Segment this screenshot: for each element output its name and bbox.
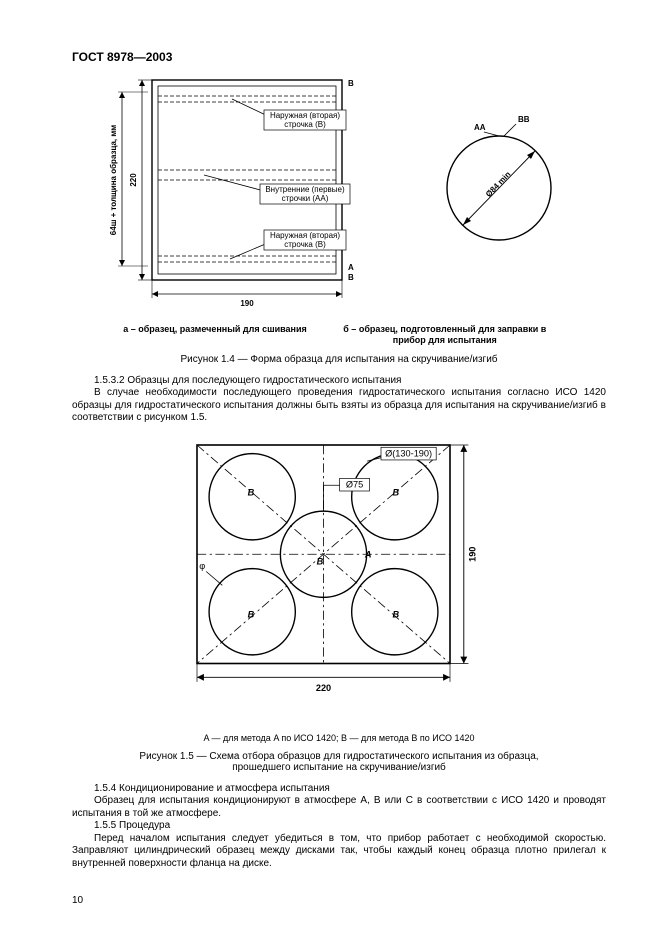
svg-text:A: A: [348, 263, 354, 272]
figure-1-5-svg: B B B B B A Ø75 Ø(130-190): [169, 433, 509, 723]
svg-text:BB: BB: [518, 115, 530, 124]
para-1-5-3-2-text: В случае необходимости последующего пров…: [72, 387, 606, 425]
figure-1-5: B B B B B A Ø75 Ø(130-190): [72, 433, 606, 773]
para-1-5-4-num: 1.5.4 Кондиционирование и атмосфера испы…: [72, 783, 606, 796]
svg-text:B: B: [348, 273, 354, 282]
figure-1-5-legend: A — для метода A по ИСО 1420; B — для ме…: [72, 733, 606, 743]
svg-text:B: B: [248, 609, 255, 619]
svg-text:Ø75: Ø75: [346, 479, 363, 489]
figure-1-5-title-1: Рисунок 1.5 — Схема отбора образцов для …: [72, 751, 606, 762]
para-1-5-3-2: 1.5.3.2 Образцы для последующего гидрост…: [72, 375, 606, 425]
svg-text:Ø84 min: Ø84 min: [484, 170, 512, 199]
svg-text:Внутренние (первые): Внутренние (первые): [265, 185, 345, 194]
svg-text:220: 220: [316, 683, 331, 693]
svg-text:Наружная (вторая): Наружная (вторая): [270, 231, 340, 240]
svg-text:строчки (AA): строчки (AA): [282, 194, 329, 203]
svg-text:Ø(130-190): Ø(130-190): [385, 448, 432, 458]
svg-text:B: B: [348, 79, 354, 88]
figure-1-4: Наружная (вторая) строчка (B) Внутренние…: [72, 78, 606, 365]
svg-text:B: B: [393, 609, 400, 619]
svg-text:190: 190: [240, 299, 254, 308]
caption-b: б – образец, подготовленный для заправки…: [335, 324, 555, 346]
caption-a: а – образец, размеченный для сшивания: [123, 324, 307, 346]
svg-text:Наружная (вторая): Наружная (вторая): [270, 111, 340, 120]
svg-text:190: 190: [467, 546, 477, 561]
page: ГОСТ 8978—2003: [0, 0, 661, 936]
svg-text:220: 220: [129, 173, 138, 187]
svg-text:B: B: [248, 487, 255, 497]
para-1-5-4-text: Образец для испытания кондиционируют в а…: [72, 795, 606, 820]
para-1-5-4: 1.5.4 Кондиционирование и атмосфера испы…: [72, 783, 606, 821]
para-1-5-5: 1.5.5 Процедура Перед началом испытания …: [72, 820, 606, 870]
svg-text:B: B: [393, 487, 400, 497]
para-1-5-5-text: Перед началом испытания следует убедитьс…: [72, 833, 606, 871]
svg-text:A: A: [364, 549, 372, 559]
doc-header: ГОСТ 8978—2003: [72, 50, 606, 64]
para-1-5-3-2-num: 1.5.3.2 Образцы для последующего гидрост…: [72, 375, 606, 388]
svg-text:64ш + толщина образца, мм: 64ш + толщина образца, мм: [109, 125, 118, 236]
figure-1-4-svg: Наружная (вторая) строчка (B) Внутренние…: [94, 78, 584, 318]
svg-text:строчка (B): строчка (B): [284, 120, 326, 129]
page-number: 10: [72, 895, 83, 906]
svg-text:строчка (B): строчка (B): [284, 240, 326, 249]
figure-1-4-subcaption: а – образец, размеченный для сшивания б …: [72, 324, 606, 346]
svg-text:B: B: [317, 556, 324, 566]
figure-1-5-title-2: прошедшего испытание на скручивание/изги…: [72, 762, 606, 773]
figure-1-4-title: Рисунок 1.4 — Форма образца для испытани…: [72, 354, 606, 365]
svg-text:φ: φ: [199, 561, 205, 571]
para-1-5-5-num: 1.5.5 Процедура: [72, 820, 606, 833]
svg-text:AA: AA: [474, 123, 486, 132]
